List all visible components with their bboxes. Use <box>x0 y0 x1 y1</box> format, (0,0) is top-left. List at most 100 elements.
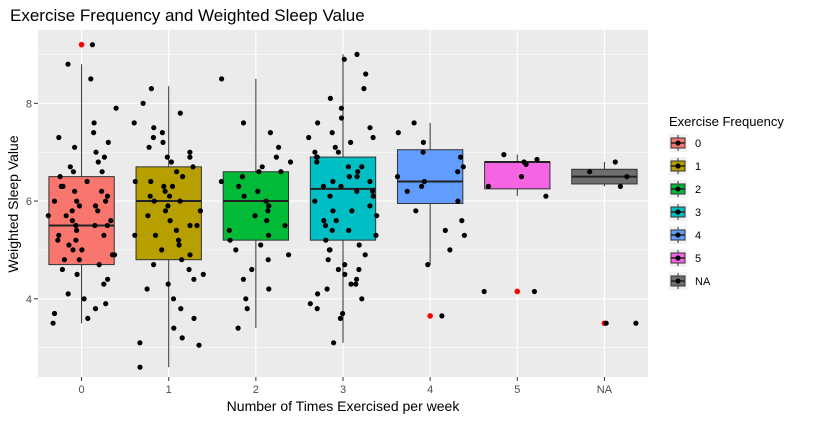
data-point <box>346 174 352 180</box>
data-point <box>255 188 261 194</box>
legend-item-2: 2 <box>669 180 701 198</box>
data-point <box>171 325 177 331</box>
data-point <box>266 203 272 209</box>
data-point <box>84 178 90 185</box>
data-point <box>151 198 157 204</box>
data-point <box>419 183 425 189</box>
data-point <box>101 154 107 160</box>
data-point <box>327 193 333 199</box>
data-point <box>168 159 174 165</box>
data-point <box>359 296 365 302</box>
data-point <box>101 281 107 287</box>
data-point <box>307 301 313 307</box>
data-point <box>447 247 453 253</box>
data-point <box>354 188 360 194</box>
legend-key-point <box>675 255 681 261</box>
y-axis-title: Weighted Sleep Value <box>5 135 21 272</box>
data-point <box>345 164 351 170</box>
data-point <box>174 169 180 175</box>
data-point <box>249 266 255 273</box>
data-point <box>501 152 507 158</box>
data-point <box>534 156 540 163</box>
data-point <box>147 193 153 199</box>
data-point <box>95 208 101 214</box>
data-point <box>338 105 344 111</box>
y-tick-label: 6 <box>26 196 32 208</box>
data-point <box>58 183 64 189</box>
data-point <box>67 164 73 170</box>
data-point <box>74 227 80 233</box>
x-tick-label: 0 <box>79 384 85 396</box>
data-point <box>81 296 87 302</box>
data-point <box>314 306 320 312</box>
data-point <box>108 218 114 224</box>
data-point <box>59 266 65 273</box>
data-point <box>267 130 273 136</box>
data-point <box>51 310 58 317</box>
data-point <box>459 218 465 224</box>
data-point <box>455 169 461 175</box>
data-point <box>306 134 312 141</box>
data-point <box>354 276 360 282</box>
data-point <box>354 51 360 58</box>
data-point <box>330 208 336 214</box>
data-point <box>131 120 137 126</box>
data-point <box>165 203 171 209</box>
data-point <box>74 271 80 277</box>
data-point <box>455 198 461 204</box>
data-point <box>461 232 467 238</box>
box-iqr <box>484 161 551 190</box>
x-tick-label: NA <box>597 384 613 396</box>
y-tick-label: 4 <box>26 294 32 306</box>
data-point <box>425 262 431 268</box>
legend-label: 5 <box>695 253 701 265</box>
data-point <box>74 198 80 204</box>
data-point <box>335 149 341 155</box>
data-point <box>105 276 111 282</box>
data-point <box>72 144 78 150</box>
data-point <box>420 139 426 145</box>
boxplot-2 <box>222 78 290 329</box>
data-point <box>61 257 67 263</box>
data-point <box>99 169 105 175</box>
boxplot-3 <box>309 54 377 343</box>
data-point <box>335 266 341 273</box>
data-point <box>132 178 138 185</box>
data-point <box>227 237 233 243</box>
data-point <box>370 188 376 194</box>
data-point <box>363 71 369 77</box>
data-point <box>166 193 173 199</box>
data-point <box>92 222 98 229</box>
data-point <box>458 154 464 160</box>
data-point <box>92 203 99 209</box>
data-point <box>370 193 376 199</box>
data-point <box>324 286 330 292</box>
data-point <box>190 164 196 170</box>
data-point <box>338 115 345 121</box>
data-point <box>342 262 348 268</box>
data-point <box>348 139 354 145</box>
data-point <box>356 266 362 273</box>
data-point <box>624 174 630 180</box>
data-point <box>103 301 109 307</box>
data-point <box>321 218 327 224</box>
data-point <box>240 276 246 282</box>
data-point <box>226 227 232 233</box>
data-point <box>354 174 360 180</box>
data-point <box>286 252 292 258</box>
data-point <box>187 252 193 258</box>
data-point <box>266 232 272 238</box>
data-point <box>263 198 269 204</box>
data-point <box>146 144 152 150</box>
data-point <box>278 169 284 175</box>
y-axis: 4 6 8 <box>26 98 38 306</box>
data-point <box>359 164 365 170</box>
data-point <box>45 213 51 219</box>
data-point <box>89 42 95 48</box>
data-point <box>241 193 247 199</box>
data-point <box>159 130 165 136</box>
data-point <box>99 188 105 194</box>
data-point <box>88 76 94 82</box>
data-point <box>113 105 119 111</box>
data-point <box>518 174 525 180</box>
